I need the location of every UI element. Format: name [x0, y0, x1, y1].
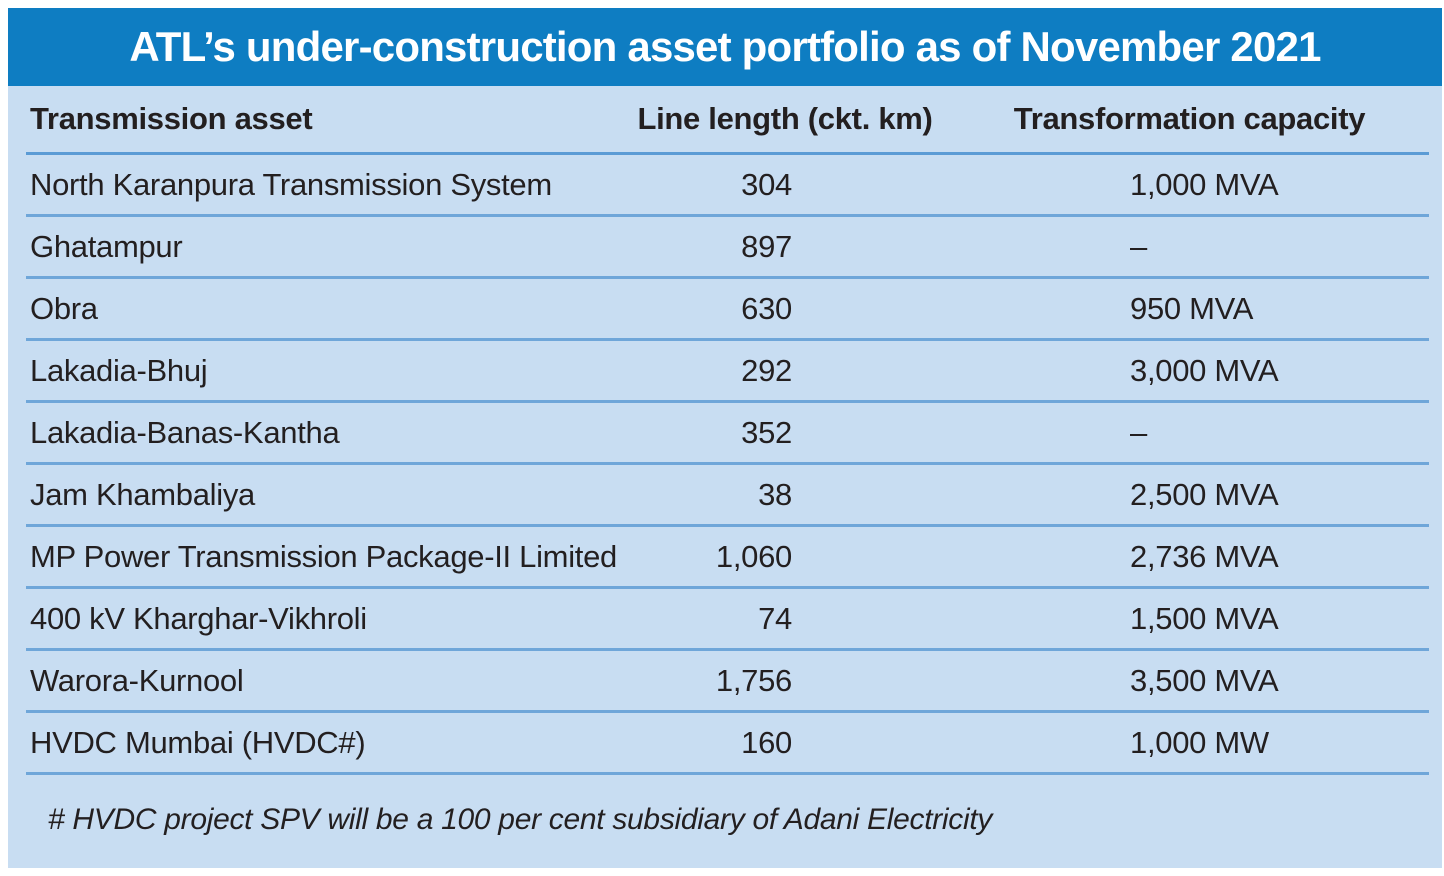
- capacity-cell: 1,000 MVA: [1130, 166, 1279, 202]
- table-panel: ATL’s under-construction asset portfolio…: [8, 8, 1442, 868]
- capacity-cell: 2,736 MVA: [1130, 538, 1279, 574]
- table-row: 400 kV Kharghar-Vikhroli 74 1,500 MVA: [26, 589, 1429, 651]
- line-length-cell: 1,060: [715, 538, 792, 574]
- line-length-cell: 74: [758, 600, 792, 636]
- asset-name-cell: Ghatampur: [30, 228, 183, 264]
- line-length-cell: 1,756: [715, 662, 792, 698]
- title-bar: ATL’s under-construction asset portfolio…: [8, 8, 1442, 86]
- table-body: North Karanpura Transmission System 304 1,…: [26, 155, 1429, 775]
- asset-name-cell: Warora-Kurnool: [30, 662, 244, 698]
- line-length-cell: 897: [741, 228, 792, 264]
- capacity-cell: 3,000 MVA: [1130, 352, 1279, 388]
- asset-name-cell: Jam Khambaliya: [30, 476, 255, 512]
- line-length-cell: 630: [741, 290, 792, 326]
- asset-name-cell: MP Power Transmission Package-II Limited: [30, 538, 617, 574]
- asset-name-cell: HVDC Mumbai (HVDC#): [30, 724, 366, 760]
- line-length-cell: 292: [741, 352, 792, 388]
- line-length-cell: 304: [741, 166, 792, 202]
- line-length-cell: 352: [741, 414, 792, 450]
- capacity-cell: 3,500 MVA: [1130, 662, 1279, 698]
- header-row: Transmission asset Line length (ckt. km)…: [26, 86, 1429, 155]
- col-header-transmission-asset: Transmission asset: [30, 101, 313, 136]
- asset-name-cell: 400 kV Kharghar-Vikhroli: [30, 600, 367, 636]
- line-length-cell: 160: [741, 724, 792, 760]
- table-row: Jam Khambaliya 38 2,500 MVA: [26, 465, 1429, 527]
- capacity-cell: 2,500 MVA: [1130, 476, 1279, 512]
- capacity-cell: –: [1130, 414, 1147, 450]
- capacity-cell: 1,000 MW: [1130, 724, 1269, 760]
- asset-name-cell: Lakadia-Bhuj: [30, 352, 208, 388]
- table-row: Ghatampur 897 –: [26, 217, 1429, 279]
- asset-name-cell: Lakadia-Banas-Kantha: [30, 414, 340, 450]
- col-header-line-length: Line length (ckt. km): [637, 101, 933, 136]
- table-row: North Karanpura Transmission System 304 1,…: [26, 155, 1429, 217]
- table-row: HVDC Mumbai (HVDC#) 160 1,000 MW: [26, 713, 1429, 775]
- chart-title: ATL’s under-construction asset portfolio…: [129, 23, 1321, 70]
- capacity-cell: 1,500 MVA: [1130, 600, 1279, 636]
- table-row: Obra 630 950 MVA: [26, 279, 1429, 341]
- table-row: Lakadia-Banas-Kantha 352 –: [26, 403, 1429, 465]
- table-row: Warora-Kurnool 1,756 3,500 MVA: [26, 651, 1429, 713]
- col-header-transformation-capacity: Transformation capacity: [1013, 101, 1366, 136]
- capacity-cell: –: [1130, 228, 1147, 264]
- footnote: # HVDC project SPV will be a 100 per cen…: [48, 803, 993, 836]
- line-length-cell: 38: [758, 476, 792, 512]
- asset-name-cell: North Karanpura Transmission System: [30, 166, 552, 202]
- asset-name-cell: Obra: [30, 290, 98, 326]
- table-row: MP Power Transmission Package-II Limited…: [26, 527, 1429, 589]
- table-row: Lakadia-Bhuj 292 3,000 MVA: [26, 341, 1429, 403]
- capacity-cell: 950 MVA: [1130, 290, 1254, 326]
- asset-table: Transmission asset Line length (ckt. km)…: [26, 86, 1429, 837]
